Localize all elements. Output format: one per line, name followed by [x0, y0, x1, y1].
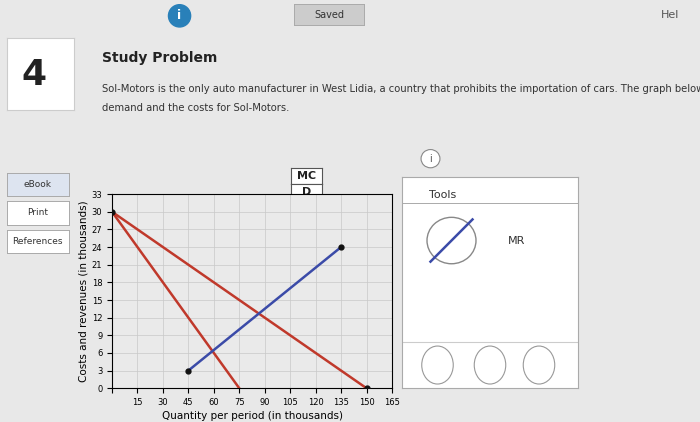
Y-axis label: Costs and revenues (in thousands): Costs and revenues (in thousands) [78, 200, 89, 382]
Text: i: i [429, 154, 432, 164]
Text: 4: 4 [22, 58, 47, 92]
Text: MC: MC [297, 170, 316, 181]
Text: References: References [13, 237, 63, 246]
Text: Saved: Saved [314, 10, 344, 20]
Text: i: i [178, 9, 181, 22]
Circle shape [169, 5, 190, 27]
X-axis label: Quantity per period (in thousands): Quantity per period (in thousands) [162, 411, 342, 421]
Circle shape [421, 346, 454, 384]
Ellipse shape [427, 217, 476, 264]
Text: Sol-Motors is the only auto manufacturer in West Lidia, a country that prohibits: Sol-Motors is the only auto manufacturer… [102, 84, 700, 95]
Circle shape [421, 149, 440, 168]
Text: Hel: Hel [661, 10, 679, 20]
Text: Tools: Tools [428, 190, 456, 200]
Circle shape [524, 346, 554, 384]
Text: eBook: eBook [24, 180, 52, 189]
Text: MR: MR [508, 235, 525, 246]
Text: demand and the costs for Sol-Motors.: demand and the costs for Sol-Motors. [102, 103, 289, 114]
Text: Print: Print [27, 208, 48, 217]
Circle shape [475, 346, 505, 384]
Text: Study Problem: Study Problem [102, 51, 217, 65]
Text: D: D [302, 187, 311, 197]
